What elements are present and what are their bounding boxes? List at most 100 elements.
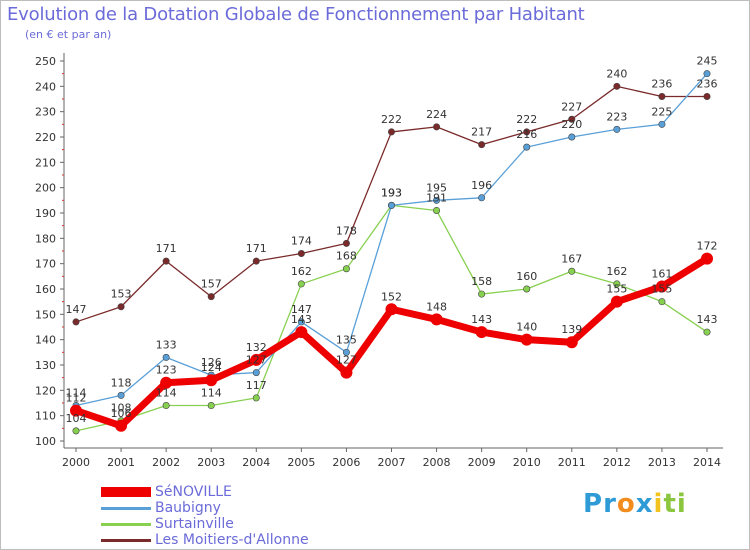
y-tick-label: 200 (35, 182, 56, 195)
proxiti-logo: Proxiti (583, 489, 687, 519)
data-point (568, 133, 576, 141)
data-point (523, 128, 531, 136)
data-point (478, 290, 486, 298)
data-label: 157 (201, 278, 222, 291)
data-point (565, 336, 578, 349)
data-label: 148 (426, 300, 447, 313)
data-label: 168 (336, 250, 357, 263)
data-label: 162 (291, 265, 312, 278)
data-point (342, 239, 350, 247)
x-tick-label: 2001 (107, 456, 135, 469)
data-label: 112 (66, 392, 87, 405)
logo-letter: t (663, 489, 677, 519)
data-label: 171 (156, 242, 177, 255)
y-tick-label: 170 (35, 258, 56, 271)
logo-letter: i (676, 489, 687, 519)
data-label: 174 (291, 235, 312, 248)
data-label: 236 (697, 77, 718, 90)
y-tick-label: 230 (35, 106, 56, 119)
legend-label: SéNOVILLE (155, 484, 232, 500)
data-label: 216 (516, 128, 537, 141)
y-tick-label: 210 (35, 156, 56, 169)
data-label: 135 (336, 333, 357, 346)
data-point (568, 115, 576, 123)
logo-letter: r (603, 489, 617, 519)
data-label: 114 (66, 387, 87, 400)
y-tick-label: 130 (35, 359, 56, 372)
data-point (207, 293, 215, 301)
data-label: 143 (697, 313, 718, 326)
legend-label: Baubigny (155, 500, 221, 516)
data-label: 127 (246, 354, 267, 367)
data-label: 224 (426, 108, 447, 121)
data-label: 222 (381, 113, 402, 126)
data-point (162, 353, 170, 361)
data-label: 126 (201, 356, 222, 369)
y-tick-label: 110 (35, 410, 56, 423)
data-label: 139 (561, 323, 582, 336)
data-label: 245 (697, 55, 718, 68)
data-point (340, 366, 353, 379)
x-tick-label: 2005 (287, 456, 315, 469)
data-label: 118 (111, 376, 132, 389)
data-point (342, 348, 350, 356)
y-tick-label: 220 (35, 131, 56, 144)
data-point (205, 374, 218, 387)
x-tick-label: 2004 (242, 456, 270, 469)
logo-letter: P (583, 489, 604, 519)
data-label: 220 (561, 118, 582, 131)
data-label: 123 (156, 364, 177, 377)
data-label: 223 (606, 110, 627, 123)
x-tick-label: 2013 (648, 456, 676, 469)
data-point (703, 70, 711, 78)
data-label: 227 (561, 100, 582, 113)
data-point (433, 206, 441, 214)
data-label: 117 (246, 379, 267, 392)
y-tick-label: 120 (35, 384, 56, 397)
x-tick-label: 2007 (378, 456, 406, 469)
data-point (520, 333, 533, 346)
x-tick-label: 2003 (197, 456, 225, 469)
data-label: 191 (426, 191, 447, 204)
y-tick-label: 160 (35, 283, 56, 296)
legend-swatch (101, 539, 151, 542)
data-point (160, 376, 173, 389)
data-point (433, 123, 441, 131)
data-label: 127 (336, 354, 357, 367)
x-tick-label: 2014 (693, 456, 721, 469)
logo-letter: x (635, 489, 654, 519)
data-point (658, 120, 666, 128)
data-label: 193 (381, 186, 402, 199)
data-label: 143 (471, 313, 492, 326)
data-point (297, 280, 305, 288)
data-point (475, 326, 488, 339)
data-label: 104 (66, 412, 87, 425)
data-point (658, 92, 666, 100)
x-tick-label: 2006 (332, 456, 360, 469)
data-label: 240 (606, 67, 627, 80)
data-label: 155 (606, 283, 627, 296)
data-point (478, 141, 486, 149)
data-label: 143 (291, 313, 312, 326)
data-label: 217 (471, 126, 492, 139)
data-point (523, 143, 531, 151)
data-point (658, 298, 666, 306)
legend-swatch (101, 507, 151, 510)
chart-subtitle: (en € et par an) (25, 28, 112, 41)
data-point (250, 353, 263, 366)
x-tick-label: 2002 (152, 456, 180, 469)
y-tick-label: 250 (35, 55, 56, 68)
data-point (478, 194, 486, 202)
logo-letter: i (653, 489, 664, 519)
data-point (297, 250, 305, 258)
data-point (297, 318, 305, 326)
y-tick-label: 190 (35, 207, 56, 220)
data-label: 195 (426, 181, 447, 194)
y-tick-label: 140 (35, 334, 56, 347)
data-point (430, 313, 443, 326)
data-label: 132 (246, 341, 267, 354)
data-point (117, 391, 125, 399)
data-label: 124 (201, 361, 222, 374)
